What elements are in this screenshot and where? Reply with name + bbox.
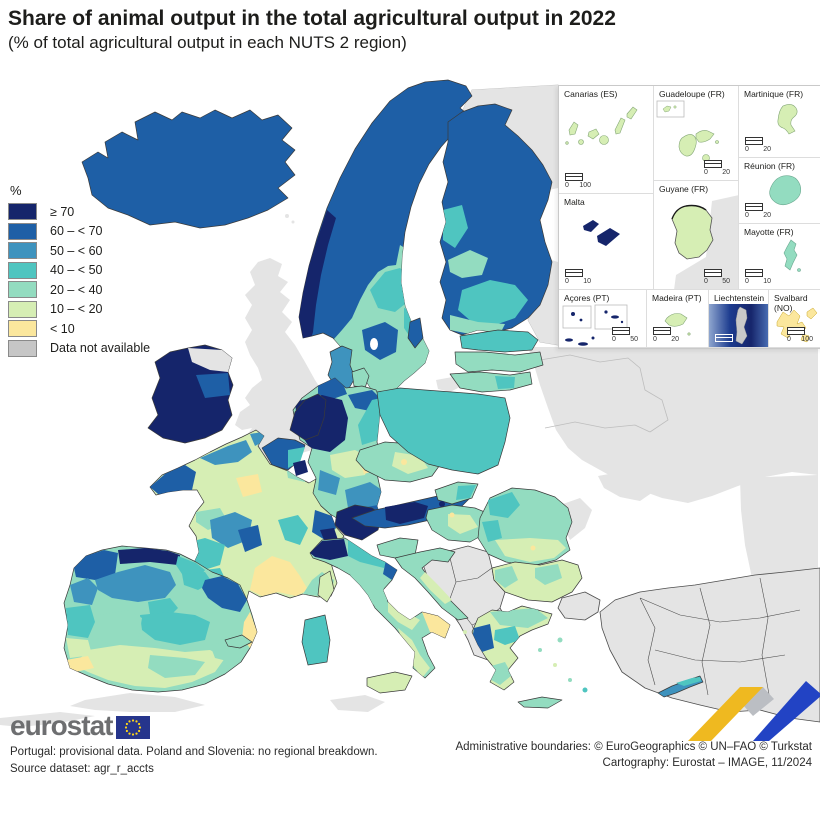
footer-notes: Portugal: provisional data. Poland and S… xyxy=(10,744,378,778)
region-italy xyxy=(301,537,451,694)
scale-bar: 0 50 xyxy=(612,327,642,343)
footer-note-line1: Portugal: provisional data. Poland and S… xyxy=(10,746,378,758)
inset-label: Liechtenstein xyxy=(714,293,765,303)
legend-row: < 10 xyxy=(8,319,150,339)
inset-cell-reunion: Réunion (FR) 0 20 xyxy=(739,158,820,224)
legend-row: 50 – < 60 xyxy=(8,241,150,261)
inset-cell-canarias: Canarias (ES) 0 100 xyxy=(559,86,654,194)
scale-bar: 0 20 xyxy=(745,137,775,153)
scale-bar: 0 10 xyxy=(745,269,775,285)
legend-label: Data not available xyxy=(50,341,151,356)
inset-cell-madeira: Madeira (PT) 0 20 xyxy=(647,290,709,348)
scale-bar xyxy=(715,334,745,343)
scale-bar: 0 20 xyxy=(704,160,734,176)
legend-swatch xyxy=(8,242,37,260)
region-iberia xyxy=(63,545,258,693)
region-benelux xyxy=(261,393,327,476)
inset-label: Madeira (PT) xyxy=(652,293,702,303)
inset-label: Réunion (FR) xyxy=(744,161,796,171)
region-slovenia-croatia xyxy=(376,537,469,621)
legend-unit: % xyxy=(10,183,22,198)
eurostat-logo-text: eurostat xyxy=(10,710,113,741)
eu-flag-icon xyxy=(116,716,151,739)
guyane-minimap xyxy=(671,195,738,289)
decoration-chevron xyxy=(688,681,820,741)
inset-cell-mayotte: Mayotte (FR) 0 10 xyxy=(739,224,820,290)
inset-label: Malta xyxy=(564,197,585,207)
figure-header: Share of animal output in the total agri… xyxy=(8,6,616,54)
region-france xyxy=(149,429,345,603)
inset-cell-guadeloupe: Guadeloupe (FR) 0 20 xyxy=(654,86,739,181)
legend-label: 20 – < 40 xyxy=(50,282,103,297)
region-iceland xyxy=(81,109,296,229)
inset-cell-malta: Malta 0 10 xyxy=(559,194,654,290)
region-poland xyxy=(376,387,511,475)
legend-swatch xyxy=(8,203,37,221)
region-baltics xyxy=(449,329,544,393)
acores-minimap xyxy=(562,304,628,346)
scale-bar: 0 20 xyxy=(653,327,683,343)
footer-credit-line2: Cartography: Eurostat – IMAGE, 11/2024 xyxy=(602,757,812,769)
inset-cell-guyane: Guyane (FR) 0 50 xyxy=(654,181,739,290)
inset-label: Svalbard (NO) xyxy=(774,293,808,313)
footer-credits: Administrative boundaries: © EuroGeograp… xyxy=(455,739,812,771)
inset-panel: Canarias (ES) 0 100 Guadeloupe (FR) xyxy=(558,85,820,349)
eurostat-logo: eurostat xyxy=(10,710,151,741)
legend-swatch xyxy=(8,261,37,279)
reunion-minimap xyxy=(769,175,802,206)
inset-label: Açores (PT) xyxy=(564,293,610,303)
scale-bar: 0 100 xyxy=(565,173,595,189)
inset-label: Martinique (FR) xyxy=(744,89,804,99)
scale-bar: 0 20 xyxy=(745,203,775,219)
mayotte-minimap xyxy=(783,239,801,272)
legend-row: 60 – < 70 xyxy=(8,222,150,242)
legend-swatch xyxy=(8,320,37,338)
liechtenstein-minimap xyxy=(709,304,768,347)
inset-label: Guyane (FR) xyxy=(659,184,709,194)
legend-label: < 10 xyxy=(50,321,75,336)
footer-note-line2: Source dataset: agr_r_accts xyxy=(10,763,154,775)
martinique-minimap xyxy=(777,104,798,135)
page-title: Share of animal output in the total agri… xyxy=(8,7,616,30)
legend-row: ≥ 70 xyxy=(8,202,150,222)
legend-row: 20 – < 40 xyxy=(8,280,150,300)
region-finland xyxy=(439,103,553,336)
region-cyprus xyxy=(657,675,704,698)
canarias-minimap xyxy=(565,106,638,145)
inset-label: Canarias (ES) xyxy=(564,89,618,99)
legend-swatch xyxy=(8,300,37,318)
scale-bar: 0 100 xyxy=(787,327,817,343)
scale-bar: 0 50 xyxy=(704,269,734,285)
region-ireland xyxy=(147,344,234,444)
inset-label: Mayotte (FR) xyxy=(744,227,794,237)
legend-row: 10 – < 20 xyxy=(8,300,150,320)
inset-cell-liechtenstein: Liechtenstein xyxy=(709,290,769,348)
page-subtitle: (% of total agricultural output in each … xyxy=(8,33,407,52)
legend-swatch xyxy=(8,339,37,357)
legend-label: ≥ 70 xyxy=(50,204,75,219)
legend-swatch xyxy=(8,222,37,240)
guadeloupe-minimap xyxy=(656,100,719,162)
legend-label: 60 – < 70 xyxy=(50,224,103,239)
malta-minimap xyxy=(583,220,620,246)
legend-swatch xyxy=(8,281,37,299)
footer-credit-line1: Administrative boundaries: © EuroGeograp… xyxy=(455,741,812,753)
legend-label: 10 – < 20 xyxy=(50,302,103,317)
legend-label: 40 – < 50 xyxy=(50,263,103,278)
inset-cell-acores: Açores (PT) 0 50 xyxy=(559,290,647,348)
legend-label: 50 – < 60 xyxy=(50,243,103,258)
inset-cell-martinique: Martinique (FR) 0 20 xyxy=(739,86,820,158)
map-legend: % ≥ 70 60 – < 70 50 – < 60 40 – < 50 20 … xyxy=(8,183,150,358)
region-romania-bulgaria xyxy=(477,487,583,603)
legend-row: Data not available xyxy=(8,339,150,359)
madeira-minimap xyxy=(659,313,691,336)
inset-cell-svalbard: Svalbard (NO) 0 100 xyxy=(769,290,820,348)
scale-bar: 0 10 xyxy=(565,269,595,285)
legend-row: 40 – < 50 xyxy=(8,261,150,281)
inset-label: Guadeloupe (FR) xyxy=(659,89,725,99)
